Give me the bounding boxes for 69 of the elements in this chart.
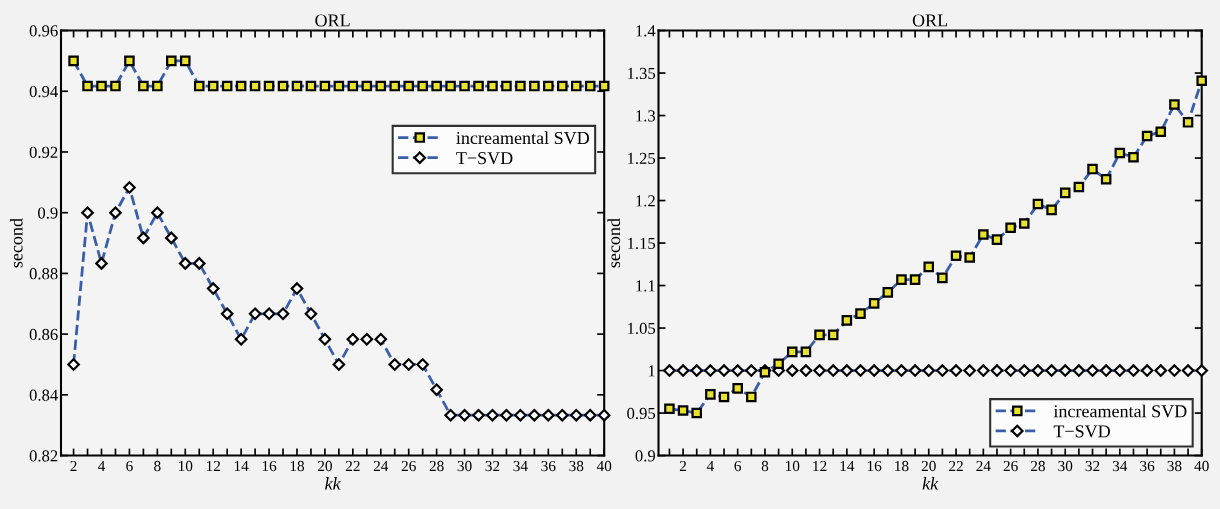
x-tick-label: 26 <box>401 460 416 472</box>
legend-label: T−SVD <box>1053 425 1110 438</box>
y-tick-label: 1.35 <box>628 67 656 80</box>
x-tick-label: 24 <box>976 460 991 472</box>
x-tick-label: 16 <box>867 460 882 472</box>
x-tick-label: 6 <box>126 460 133 472</box>
y-axis-title: second <box>607 218 621 268</box>
y-tick-label: 1 <box>648 365 655 377</box>
x-tick-label: 10 <box>178 460 193 472</box>
x-tick-label: 8 <box>761 460 769 472</box>
x-tick-label: 20 <box>317 460 332 472</box>
y-tick-label: 0.9 <box>38 207 58 219</box>
x-tick-label: 30 <box>457 460 472 472</box>
y-axis-title: second <box>9 218 23 268</box>
chart-title: ORL <box>912 14 948 27</box>
x-tick-label: 26 <box>1003 460 1018 472</box>
y-tick-label: 0.9 <box>635 450 656 462</box>
x-tick-label: 18 <box>895 460 909 472</box>
x-tick-label: 34 <box>513 460 528 472</box>
x-tick-label: 12 <box>206 460 220 472</box>
x-tick-label: 32 <box>1085 460 1100 472</box>
x-tick-label: 2 <box>70 460 77 472</box>
x-tick-label: 40 <box>1194 460 1209 472</box>
x-tick-label: 8 <box>154 460 161 472</box>
y-tick-label: 0.86 <box>29 328 58 341</box>
y-tick-label: 0.94 <box>29 85 58 98</box>
x-tick-label: 18 <box>290 460 305 472</box>
x-tick-label: 28 <box>1030 460 1045 472</box>
y-tick-label: 0.88 <box>29 268 58 280</box>
x-tick-label: 6 <box>734 460 742 472</box>
y-tick-label: 1.15 <box>628 237 656 250</box>
x-tick-label: 14 <box>234 460 249 472</box>
legend-label: increamental SVD <box>456 131 590 145</box>
x-axis-title: kk <box>325 477 341 490</box>
x-tick-label: 36 <box>541 460 556 472</box>
y-tick-label: 1.2 <box>636 195 655 207</box>
x-tick-label: 30 <box>1058 460 1073 472</box>
y-tick-label: 0.82 <box>29 450 58 462</box>
chart-title: ORL <box>315 14 350 27</box>
x-tick-label: 36 <box>1140 460 1155 472</box>
x-tick-label: 40 <box>596 460 612 472</box>
y-tick-label: 0.96 <box>29 25 58 37</box>
y-tick-label: 0.84 <box>29 389 58 401</box>
y-tick-label: 1.05 <box>628 322 656 335</box>
x-tick-label: 38 <box>1167 460 1182 472</box>
x-tick-label: 32 <box>485 460 500 472</box>
x-tick-label: 4 <box>97 460 106 472</box>
x-tick-label: 2 <box>679 460 687 472</box>
x-tick-label: 22 <box>949 460 963 472</box>
y-tick-label: 0.92 <box>29 146 58 158</box>
x-tick-label: 16 <box>262 460 277 472</box>
x-tick-label: 38 <box>569 460 584 472</box>
y-tick-label: 0.95 <box>627 407 656 420</box>
legend-label: increamental SVD <box>1053 404 1187 418</box>
x-tick-label: 10 <box>785 460 800 472</box>
x-tick-label: 28 <box>429 460 444 472</box>
y-tick-label: 1.4 <box>636 25 656 37</box>
x-tick-label: 34 <box>1112 460 1128 472</box>
y-tick-label: 1.25 <box>628 152 656 165</box>
legend-label: T−SVD <box>456 152 513 165</box>
x-tick-label: 4 <box>706 460 714 472</box>
x-tick-label: 12 <box>813 460 827 472</box>
x-tick-label: 24 <box>373 460 389 472</box>
y-tick-label: 1.3 <box>636 110 656 122</box>
x-tick-label: 14 <box>840 460 855 472</box>
x-axis-title: kk <box>922 477 939 490</box>
y-tick-label: 1.1 <box>636 280 655 292</box>
x-tick-label: 22 <box>345 460 360 472</box>
x-tick-label: 20 <box>921 460 936 472</box>
